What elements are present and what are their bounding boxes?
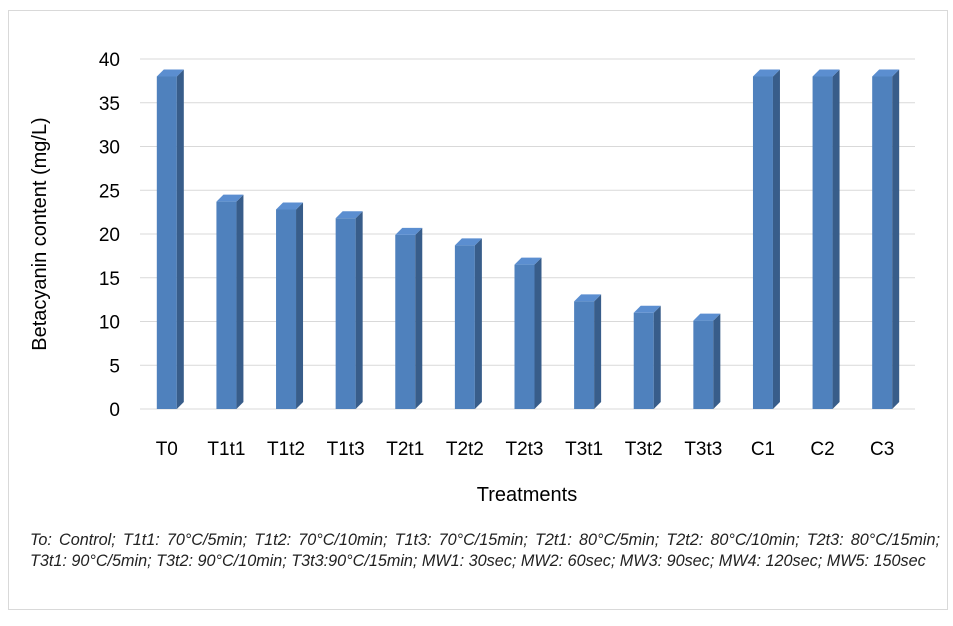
bar-side [832,69,840,409]
x-tick-label: T3t2 [625,439,663,460]
bar-side [534,257,542,409]
bar-top [633,305,661,313]
bar-T3t2 [633,305,661,409]
bar-front [752,76,773,409]
bar-top [872,69,900,77]
bars [156,69,900,409]
bar-side [772,69,780,409]
y-axis-ticks: 0 5 10 15 20 25 30 35 40 [99,50,120,421]
bar-T2t3 [514,257,542,409]
x-tick-label: T2t1 [386,439,424,460]
bar-C3 [872,69,900,409]
x-tick-label: T1t1 [207,439,245,460]
bar-front [335,218,356,409]
bar-top [335,211,363,219]
bar-T1t1 [216,194,244,409]
y-tick-label: 15 [99,269,120,290]
bar-top [574,294,602,302]
bar-C2 [812,69,840,409]
bar-front [216,201,237,409]
bar-side [355,211,363,409]
bar-side [594,294,602,409]
bar-front [514,264,535,409]
bar-T3t3 [693,313,721,409]
bar-T1t3 [335,211,363,409]
gridlines [140,58,915,410]
x-axis-ticks: T0 T1t1 T1t2 T1t3 T2t1 T2t2 T2t3 T3t1 T3t2 T3t3 C1… [156,439,895,460]
y-tick-label: 40 [99,50,120,71]
bar-C1 [752,69,780,409]
bar-front [872,76,893,409]
bar-T2t2 [454,238,482,409]
bar-front [156,76,177,409]
y-tick-label: 25 [99,181,120,202]
y-tick-label: 10 [99,313,120,334]
bar-side [415,227,423,409]
bar-top [395,227,423,235]
bar-top [752,69,780,77]
y-axis-label: Betacyanin content (mg/L) [29,117,51,350]
bar-T2t1 [395,227,423,409]
y-tick-label: 35 [99,94,120,115]
bar-top [216,194,244,202]
bar-front [812,76,833,409]
bar-T0 [156,69,184,409]
bar-front [693,320,714,409]
x-tick-label: T2t2 [446,439,484,460]
x-tick-label: C3 [870,439,894,460]
bar-top [693,313,721,321]
bar-top [454,238,482,246]
bar-T1t2 [276,202,304,409]
bar-top [514,257,542,265]
bar-T3t1 [574,294,602,409]
figure-caption: To: Control; T1t1: 70°C/5min; T1t2: 70°C… [30,531,940,570]
x-tick-label: T3t3 [684,439,722,460]
bar-side [236,194,244,409]
bar-front [395,234,416,409]
bar-side [713,313,721,409]
bar-side [296,202,304,409]
bar-side [176,69,184,409]
y-tick-label: 0 [109,400,120,421]
bar-side [474,238,482,409]
bar-side [653,305,661,409]
x-tick-label: T3t1 [565,439,603,460]
y-tick-label: 20 [99,225,120,246]
x-tick-label: T1t3 [327,439,365,460]
x-tick-label: C1 [751,439,775,460]
x-tick-label: T0 [156,439,178,460]
bar-top [812,69,840,77]
x-tick-label: C2 [810,439,834,460]
bar-front [633,312,654,409]
x-tick-label: T1t2 [267,439,305,460]
x-axis-label: Treatments [477,484,577,506]
bar-top [156,69,184,77]
bar-side [892,69,900,409]
x-tick-label: T2t3 [505,439,543,460]
y-tick-label: 30 [99,138,120,159]
y-tick-label: 5 [109,356,120,377]
bar-front [454,245,475,409]
bar-top [276,202,304,210]
bar-front [276,209,297,409]
bar-front [574,301,595,409]
